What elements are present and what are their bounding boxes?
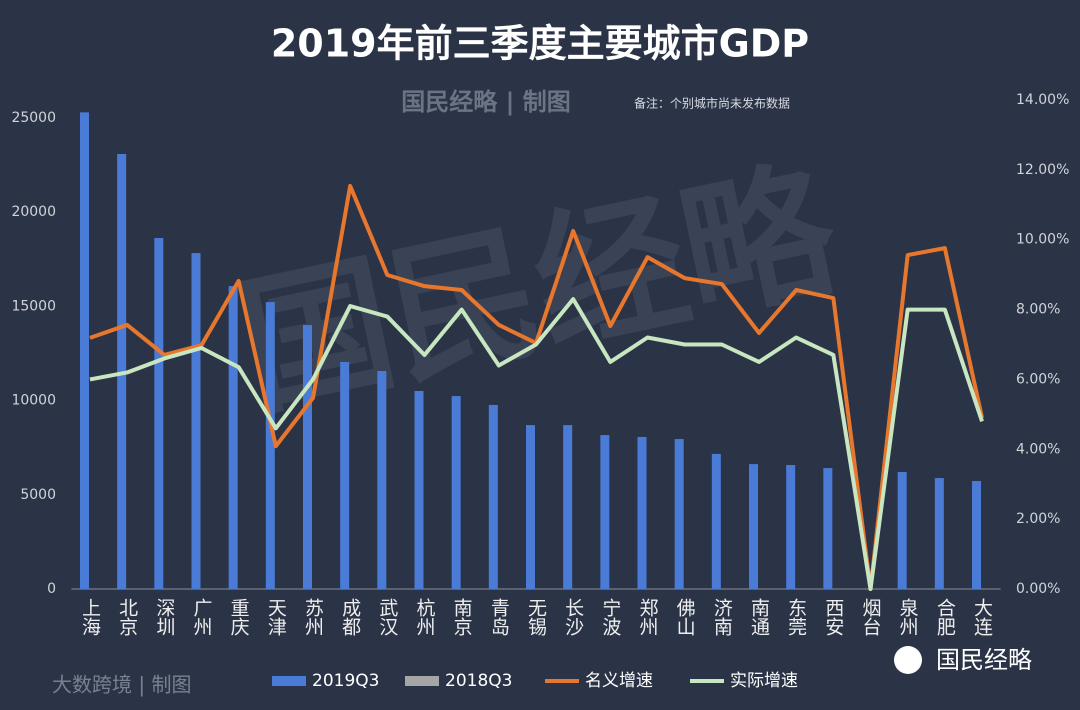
bar [340,361,350,589]
bar [526,425,535,589]
logo-text: 国民经略 [936,646,1032,674]
bar [488,404,498,589]
x-tick-label: 天津 [265,598,287,636]
bar [786,465,796,589]
y-tick-label: 25000 [11,110,56,126]
x-tick-label: 南京 [451,598,473,637]
bar [674,439,684,589]
y2-tick-label: 10.00% [1016,232,1069,248]
bar [414,390,424,589]
legend-swatch [405,676,439,686]
x-tick-label: 广州 [190,598,212,636]
source-credit: 大数跨境 | 制图 [52,673,191,697]
bar [302,325,312,589]
bar [191,253,201,589]
legend-label: 2018Q3 [445,671,512,691]
bar [934,478,944,589]
y2-tick-label: 6.00% [1016,371,1060,387]
y-tick-label: 15000 [11,298,56,314]
y-tick-label: 20000 [11,204,56,220]
bar [79,112,89,590]
x-tick-label: 大连 [971,598,993,636]
x-tick-label: 重庆 [228,598,250,636]
legend-label: 名义增速 [585,671,653,691]
bar [637,436,647,589]
legend-label: 实际增速 [730,671,798,691]
x-tick-label: 济南 [711,598,733,636]
x-tick-label: 南通 [748,598,770,636]
y2-tick-label: 12.00% [1016,162,1069,178]
legend-swatch [272,676,306,686]
chart-title: 2019年前三季度主要城市GDP [271,22,809,66]
y2-tick-label: 8.00% [1016,302,1060,318]
x-tick-label: 郑州 [637,598,659,636]
bar [823,468,833,589]
bar [972,481,982,589]
bar [377,371,387,589]
x-tick-label: 宁波 [599,598,621,636]
x-tick-label: 东莞 [785,598,807,636]
legend-label: 2019Q3 [312,671,379,691]
x-tick-label: 深圳 [153,598,175,636]
bar [265,302,275,589]
x-tick-label: 佛山 [674,598,696,636]
bar [228,286,238,589]
y2-tick-label: 2.00% [1016,511,1060,527]
x-tick-label: 无锡 [525,598,547,637]
x-tick-label: 上海 [79,598,101,636]
bar [711,453,721,589]
bar [749,464,759,589]
x-tick-label: 合肥 [934,598,956,636]
x-tick-label: 北京 [116,598,138,637]
note: 备注：个别城市尚未发布数据 [634,96,790,111]
bar [563,425,573,589]
line [89,297,984,591]
y-tick-label: 5000 [20,487,56,503]
x-tick-label: 青岛 [488,598,510,637]
x-tick-label: 长沙 [562,598,584,636]
x-tick-label: 武汉 [376,598,398,636]
credit: 国民经略 | 制图 [401,88,570,116]
x-tick-label: 烟台 [860,598,882,636]
y2-tick-label: 0.00% [1016,581,1060,597]
bar [451,396,461,589]
y2-tick-label: 14.00% [1016,92,1069,108]
x-tick-label: 苏州 [302,598,324,636]
logo-icon [894,646,922,674]
y2-tick-label: 4.00% [1016,441,1060,457]
y-tick-label: 0 [47,581,56,597]
x-tick-label: 杭州 [413,598,435,636]
bar [154,238,164,589]
x-tick-label: 西安 [822,598,844,636]
x-tick-label: 泉州 [897,598,919,636]
bar [600,435,610,589]
bar [897,472,907,589]
x-tick-label: 成都 [339,598,361,636]
y-tick-label: 10000 [11,393,56,409]
